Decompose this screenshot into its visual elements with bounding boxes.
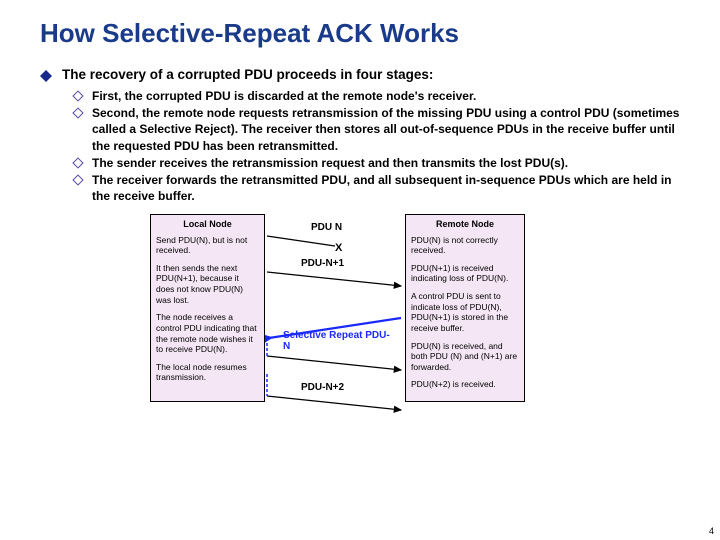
sub-text-1: First, the corrupted PDU is discarded at… bbox=[92, 88, 476, 104]
remote-node-box: Remote Node PDU(N) is not correctly rece… bbox=[405, 214, 525, 402]
sub-bullet-1: First, the corrupted PDU is discarded at… bbox=[74, 88, 690, 104]
hollow-diamond-icon bbox=[72, 174, 83, 185]
label-selective-repeat: Selective Repeat PDU-N bbox=[283, 330, 393, 352]
page-number: 4 bbox=[709, 526, 714, 536]
local-node-title: Local Node bbox=[156, 219, 259, 230]
x-mark: X bbox=[335, 242, 342, 254]
main-bullet-row: The recovery of a corrupted PDU proceeds… bbox=[40, 67, 690, 82]
sub-text-3: The sender receives the retransmission r… bbox=[92, 155, 568, 171]
remote-node-title: Remote Node bbox=[411, 219, 519, 230]
main-bullet-text: The recovery of a corrupted PDU proceeds… bbox=[62, 67, 433, 82]
hollow-diamond-icon bbox=[72, 90, 83, 101]
diagram-middle: PDU N X PDU-N+1 Selective Repeat PDU-N P… bbox=[265, 214, 405, 402]
diamond-bullet-icon bbox=[40, 64, 52, 76]
label-pdu-n2: PDU-N+2 bbox=[301, 382, 344, 393]
sub-text-4: The receiver forwards the retransmitted … bbox=[92, 172, 690, 204]
remote-p3: A control PDU is sent to indicate loss o… bbox=[411, 291, 519, 334]
remote-p4: PDU(N) is received, and both PDU (N) and… bbox=[411, 341, 519, 373]
local-p2: It then sends the next PDU(N+1), because… bbox=[156, 263, 259, 306]
hollow-diamond-icon bbox=[72, 108, 83, 119]
remote-p5: PDU(N+2) is received. bbox=[411, 379, 519, 390]
protocol-diagram: Local Node Send PDU(N), but is not recei… bbox=[150, 214, 690, 402]
hollow-diamond-icon bbox=[72, 157, 83, 168]
sub-text-2: Second, the remote node requests retrans… bbox=[92, 105, 690, 154]
slide-title: How Selective-Repeat ACK Works bbox=[40, 18, 690, 49]
remote-p2: PDU(N+1) is received indicating loss of … bbox=[411, 263, 519, 284]
local-node-box: Local Node Send PDU(N), but is not recei… bbox=[150, 214, 265, 402]
sub-bullet-4: The receiver forwards the retransmitted … bbox=[74, 172, 690, 204]
sub-bullet-3: The sender receives the retransmission r… bbox=[74, 155, 690, 171]
remote-p1: PDU(N) is not correctly received. bbox=[411, 235, 519, 256]
label-pdu-n1: PDU-N+1 bbox=[301, 258, 344, 269]
local-p3: The node receives a control PDU indicati… bbox=[156, 312, 259, 355]
local-p4: The local node resumes transmission. bbox=[156, 362, 259, 383]
sub-bullet-list: First, the corrupted PDU is discarded at… bbox=[74, 88, 690, 204]
local-p1: Send PDU(N), but is not received. bbox=[156, 235, 259, 256]
sub-bullet-2: Second, the remote node requests retrans… bbox=[74, 105, 690, 154]
label-pdu-n: PDU N bbox=[311, 222, 342, 233]
